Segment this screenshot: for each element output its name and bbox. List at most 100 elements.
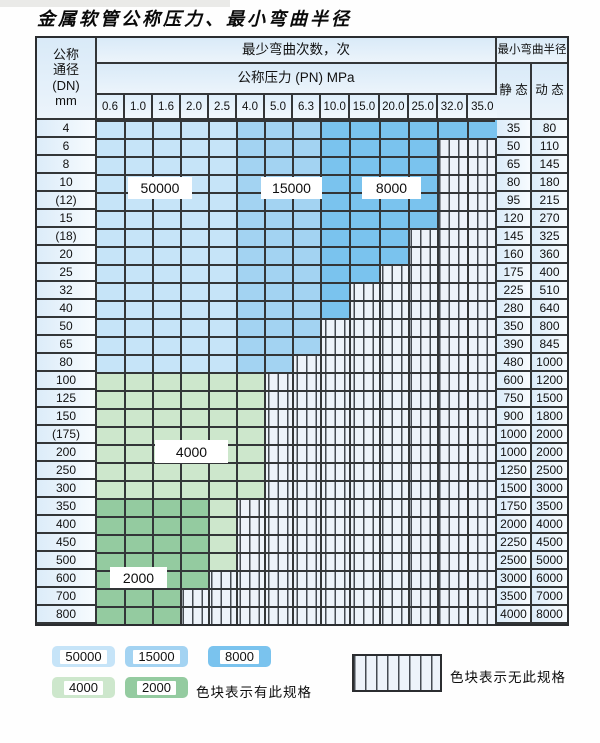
column-grid-line (378, 120, 381, 624)
dn-cell: 10 (37, 174, 97, 192)
dynamic-radius-cell: 270 (532, 210, 567, 228)
pressure-col-header: 5.0 (265, 95, 293, 120)
dn-cell: 65 (37, 336, 97, 354)
pressure-col-header: 2.0 (181, 95, 209, 120)
static-radius-cell: 65 (497, 156, 532, 174)
column-grid-line (208, 120, 210, 624)
dn-cell: 700 (37, 588, 97, 606)
static-radius-cell: 280 (497, 300, 532, 318)
static-radius-cell: 2250 (497, 534, 532, 552)
legend-swatch-8000: 8000 (208, 646, 271, 667)
dn-cell: 400 (37, 516, 97, 534)
pressure-col-header: 2.5 (209, 95, 237, 120)
dynamic-radius-cell: 360 (532, 246, 567, 264)
column-grid-line (152, 120, 154, 624)
dn-cell: (18) (37, 228, 97, 246)
header-dynamic: 动 态 (532, 64, 567, 120)
dn-cell: 125 (37, 390, 97, 408)
static-radius-cell: 120 (497, 210, 532, 228)
static-radius-cell: 2000 (497, 516, 532, 534)
static-radius-cell: 50 (497, 138, 532, 156)
dynamic-column: 80 110 145 180 215 270 325 360 400 510 640 800 845 10… (532, 120, 567, 624)
static-radius-cell: 390 (497, 336, 532, 354)
header-min-radius: 最小弯曲半径 (497, 38, 567, 64)
zone-label: 4000 (155, 440, 228, 463)
dynamic-radius-cell: 2000 (532, 444, 567, 462)
colored-zone-span (97, 516, 237, 534)
pressure-col-header: 15.0 (350, 95, 380, 120)
spec-table: 公称 通径 (DN) mm 最少弯曲次数，次 最小弯曲半径 公称压力 (PN) … (35, 36, 569, 626)
dn-cell: 600 (37, 570, 97, 588)
dynamic-radius-cell: 145 (532, 156, 567, 174)
static-radius-cell: 3000 (497, 570, 532, 588)
static-radius-cell: 480 (497, 354, 532, 372)
zone-label: 8000 (362, 177, 421, 199)
dynamic-radius-cell: 640 (532, 300, 567, 318)
column-grid-line (320, 120, 322, 624)
zone-label: 2000 (110, 567, 167, 588)
header-dn-line: 通径 (52, 62, 79, 78)
dynamic-radius-cell: 1500 (532, 390, 567, 408)
static-radius-cell: 160 (497, 246, 532, 264)
scan-artifact (0, 0, 230, 7)
pressure-col-header: 35.0 (467, 95, 497, 120)
header-dn-line: 公称 (52, 46, 79, 62)
header-pressure: 公称压力 (PN) MPa (97, 64, 497, 95)
dynamic-radius-cell: 5000 (532, 552, 567, 570)
legend-no-spec-swatch (352, 654, 442, 692)
colored-zone-span (97, 138, 439, 156)
pressure-col-header: 25.0 (408, 95, 439, 120)
column-grid-line (408, 120, 410, 624)
colored-zone-span (97, 210, 439, 228)
colored-zone-span (97, 300, 351, 318)
dn-cell: 8 (37, 156, 97, 174)
column-grid-line (124, 120, 126, 624)
colored-zone-span (97, 534, 237, 552)
column-grid-line (292, 120, 294, 624)
dynamic-radius-cell: 2000 (532, 426, 567, 444)
dynamic-radius-cell: 325 (532, 228, 567, 246)
dynamic-radius-cell: 3500 (532, 498, 567, 516)
header-dn-line: (DN) (52, 77, 80, 93)
column-grid-line (349, 120, 352, 624)
colored-zone-span (97, 498, 237, 516)
colored-zone-span (97, 606, 181, 624)
dn-cell: 4 (37, 120, 97, 138)
static-radius-cell: 1000 (497, 444, 532, 462)
legend-swatch-label: 4000 (64, 680, 103, 695)
dn-cell: 150 (37, 408, 97, 426)
legend-swatch-label: 8000 (220, 649, 259, 664)
dynamic-radius-cell: 845 (532, 336, 567, 354)
pressure-col-header: 6.3 (293, 95, 321, 120)
header-bend-cycles: 最少弯曲次数，次 (97, 38, 497, 64)
legend-swatch-50000: 50000 (52, 646, 115, 667)
header-dn-line: mm (55, 92, 77, 108)
dynamic-radius-cell: 180 (532, 174, 567, 192)
dn-cell: 20 (37, 246, 97, 264)
zone-label: 15000 (261, 177, 322, 199)
header-dn: 公称 通径 (DN) mm (37, 38, 97, 120)
dn-cell: 500 (37, 552, 97, 570)
static-radius-cell: 2500 (497, 552, 532, 570)
dynamic-radius-cell: 110 (532, 138, 567, 156)
legend-swatch-label: 15000 (133, 649, 180, 664)
dn-cell: 300 (37, 480, 97, 498)
static-radius-cell: 600 (497, 372, 532, 390)
dynamic-radius-cell: 2500 (532, 462, 567, 480)
dynamic-radius-cell: 4000 (532, 516, 567, 534)
static-radius-cell: 145 (497, 228, 532, 246)
dn-cell: 50 (37, 318, 97, 336)
dn-cell: 6 (37, 138, 97, 156)
static-radius-cell: 350 (497, 318, 532, 336)
dn-cell: 200 (37, 444, 97, 462)
dn-cell: 450 (37, 534, 97, 552)
header-static: 静 态 (497, 64, 532, 120)
dn-cell: 100 (37, 372, 97, 390)
static-radius-cell: 750 (497, 390, 532, 408)
dn-cell: 350 (37, 498, 97, 516)
dynamic-radius-cell: 215 (532, 192, 567, 210)
dn-cell: 40 (37, 300, 97, 318)
colored-zone-span (97, 282, 351, 300)
static-radius-cell: 1000 (497, 426, 532, 444)
pressure-col-header: 1.0 (125, 95, 153, 120)
